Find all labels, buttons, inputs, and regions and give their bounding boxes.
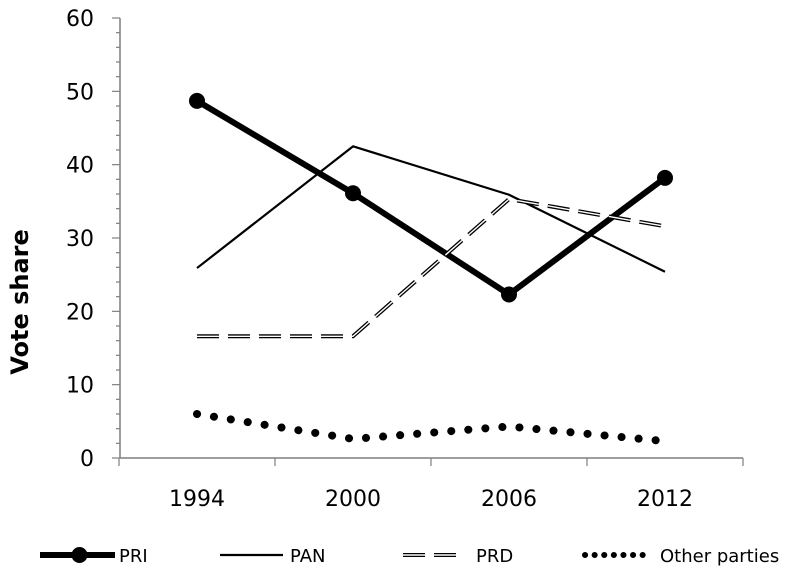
data-point-pri [345, 185, 361, 202]
data-point-pri [189, 92, 205, 109]
y-tick-label: 60 [66, 7, 94, 32]
legend-label-pri: PRI [119, 546, 148, 567]
y-tick-label: 40 [66, 154, 94, 179]
series-line-pri [195, 98, 667, 298]
y-tick-label: 0 [80, 447, 94, 472]
y-axis-title: Vote share [6, 229, 34, 375]
legend-label-other-parties: Other parties [660, 546, 779, 567]
series-line-other-parties [193, 410, 669, 446]
y-tick-label: 50 [66, 80, 94, 105]
x-tick-label: 2012 [637, 487, 693, 512]
legend-marker-pri [71, 547, 88, 563]
series-line-inner-prd [197, 198, 666, 337]
y-tick-label: 30 [66, 227, 94, 252]
legend-label-prd: PRD [476, 546, 513, 567]
data-point-pri [501, 286, 517, 303]
series-line-pan [196, 145, 666, 273]
x-tick-label: 2006 [481, 487, 537, 512]
x-tick-label: 1994 [169, 487, 225, 512]
y-tick-label: 10 [66, 374, 94, 399]
data-point-pri [657, 169, 673, 186]
x-tick-label: 2000 [325, 487, 381, 512]
y-tick-label: 20 [66, 300, 94, 325]
legend-label-pan: PAN [290, 546, 325, 567]
